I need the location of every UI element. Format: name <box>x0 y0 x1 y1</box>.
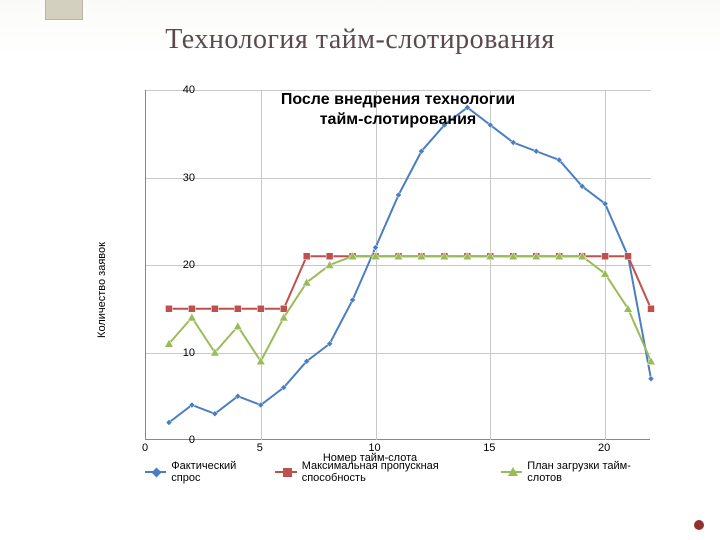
page-title: Технология тайм-слотирования <box>0 24 720 56</box>
series-marker <box>625 253 632 260</box>
series-marker <box>211 305 218 312</box>
legend-label: Фактический спрос <box>171 460 257 484</box>
series-marker <box>602 253 609 260</box>
series-marker <box>648 376 654 382</box>
slide-decoration-dot <box>694 520 704 530</box>
legend-label: Максимальная пропускная способность <box>302 460 483 484</box>
legend-label: План загрузки тайм-слотов <box>527 460 650 484</box>
chart-legend: Фактический спрос Максимальная пропускная… <box>145 460 650 484</box>
series-line <box>169 108 651 423</box>
series-marker <box>326 253 333 260</box>
legend-item: Фактический спрос <box>145 460 257 484</box>
series-marker <box>533 148 539 154</box>
y-tick: 20 <box>183 259 195 271</box>
chart-container: Количество заявок После внедрения технол… <box>90 90 650 490</box>
chart-subtitle: После внедрения технологиитайм-слотирова… <box>146 90 650 130</box>
series-marker <box>280 305 287 312</box>
plot-area: После внедрения технологиитайм-слотирова… <box>145 90 650 440</box>
y-axis-label: Количество заявок <box>96 242 108 338</box>
legend-swatch <box>501 471 522 473</box>
decorative-tab <box>45 0 83 20</box>
series-marker <box>188 305 195 312</box>
legend-item: План загрузки тайм-слотов <box>501 460 650 484</box>
series-marker <box>188 313 197 321</box>
series-marker <box>257 305 264 312</box>
series-marker <box>648 305 655 312</box>
y-tick: 30 <box>183 172 195 184</box>
legend-item: Максимальная пропускная способность <box>275 460 483 484</box>
series-marker <box>234 305 241 312</box>
y-tick: 10 <box>183 347 195 359</box>
legend-swatch <box>275 471 296 473</box>
y-tick: 0 <box>189 434 195 446</box>
series-marker <box>303 253 310 260</box>
series-marker <box>165 305 172 312</box>
series-marker <box>233 322 242 330</box>
legend-swatch <box>145 471 166 473</box>
series-line <box>169 256 651 309</box>
series-marker <box>373 245 379 251</box>
chart-series <box>146 90 650 439</box>
